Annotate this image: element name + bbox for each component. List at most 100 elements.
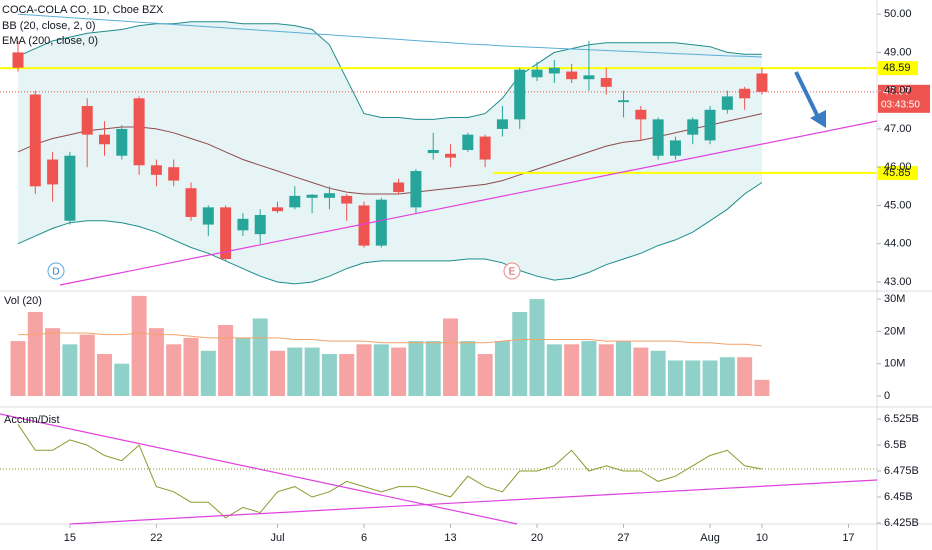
y-tick-label: 44.00 <box>884 238 912 250</box>
y-tick-label: 50.00 <box>884 8 912 20</box>
volume-bar <box>79 334 95 396</box>
volume-ma-line <box>18 332 762 347</box>
volume-bar <box>235 337 251 396</box>
candle-body <box>116 128 128 156</box>
countdown-label: 03:43:50 <box>881 99 920 110</box>
event-circle <box>47 262 65 280</box>
y-tick-label: 6.425B <box>884 517 919 529</box>
volume-bar <box>45 328 61 396</box>
volume-bar <box>408 341 424 396</box>
candle-body <box>81 105 93 135</box>
volume-bar <box>200 350 216 396</box>
volume-bar <box>27 312 43 396</box>
candle-body <box>358 205 370 246</box>
last-price-box <box>878 84 930 113</box>
volume-bar <box>304 347 320 396</box>
candle-body <box>150 165 162 175</box>
candle-body <box>202 207 214 225</box>
candle-body <box>427 149 439 154</box>
x-tick-label: 20 <box>531 532 543 544</box>
x-tick-label: Jul <box>270 532 284 544</box>
pane-title: Vol (20) <box>4 295 42 307</box>
y-tick-label: 30M <box>884 293 905 305</box>
candle-body <box>756 73 768 92</box>
level-label: 48.59 <box>883 62 911 74</box>
candle-body <box>289 195 301 208</box>
volume-bar <box>667 360 683 396</box>
x-tick-label: 13 <box>444 532 456 544</box>
volume-bar <box>321 354 337 396</box>
event-label: D <box>52 267 59 278</box>
candle-body <box>47 159 59 185</box>
candle-body <box>583 75 595 80</box>
level-label: 45.85 <box>883 167 911 179</box>
volume-bar <box>10 341 26 396</box>
candle-body <box>687 119 699 135</box>
candle-body <box>531 69 543 78</box>
volume-bar <box>564 344 580 396</box>
candle-body <box>669 140 681 156</box>
volume-bar <box>218 324 234 396</box>
volume-bar <box>114 363 130 396</box>
x-tick-label: 17 <box>842 532 854 544</box>
chart-title: COCA-COLA CO, 1D, Cboe BZX <box>2 4 164 16</box>
accum-dist-line <box>17 424 762 519</box>
volume-bar <box>512 312 528 396</box>
event-marker: D <box>47 262 65 280</box>
candle-body <box>220 207 232 260</box>
band-line <box>17 21 762 120</box>
volume-bar <box>616 341 632 396</box>
candle-body <box>704 109 716 141</box>
volume-bar <box>62 344 78 396</box>
pane-title: Accum/Dist <box>4 414 60 426</box>
y-tick-label: 49.00 <box>884 46 912 58</box>
event-marker: E <box>503 262 521 280</box>
candle-body <box>272 207 284 212</box>
candle-body <box>410 171 422 208</box>
candle-body <box>548 67 560 74</box>
volume-bar <box>598 344 614 396</box>
event-label: E <box>509 267 516 278</box>
candle-body <box>496 119 508 129</box>
plot-layer <box>0 13 877 519</box>
volume-bar <box>131 295 147 396</box>
volume-bar <box>252 318 268 396</box>
event-circle <box>503 262 521 280</box>
y-tick-label: 47.00 <box>884 123 912 135</box>
volume-bar <box>633 347 649 396</box>
volume-bar <box>754 379 770 396</box>
band-fill <box>17 21 762 284</box>
candle-body <box>185 188 197 217</box>
candle-body <box>237 218 249 231</box>
candle-body <box>635 109 647 120</box>
y-tick-label: 0 <box>884 390 890 402</box>
volume-bar <box>270 350 286 396</box>
y-tick-label: 46.00 <box>884 161 912 173</box>
volume-bar <box>529 299 545 396</box>
volume-bar <box>719 357 735 396</box>
volume-bar <box>183 337 199 396</box>
ema-line <box>17 13 762 58</box>
candle-body <box>739 88 751 99</box>
candle-body <box>393 182 405 193</box>
x-tick-label: 15 <box>64 532 76 544</box>
candle-body <box>133 98 145 166</box>
candle-body <box>566 71 578 80</box>
y-tick-label: 6.475B <box>884 465 919 477</box>
arrow-head <box>810 110 826 128</box>
candle-body <box>479 136 491 160</box>
candle-body <box>306 194 318 198</box>
x-tick-label: 22 <box>150 532 162 544</box>
volume-bar <box>737 357 753 396</box>
level-label-box <box>878 165 918 180</box>
volume-bar <box>339 354 355 396</box>
volume-bar <box>356 344 372 396</box>
candle-body <box>652 119 664 156</box>
volume-bar <box>166 344 182 396</box>
legend-entry: BB (20, close, 2, 0) <box>2 20 96 32</box>
volume-bar <box>650 350 666 396</box>
band-line <box>17 182 763 285</box>
y-tick-label: 45.00 <box>884 199 912 211</box>
volume-bar <box>287 347 303 396</box>
